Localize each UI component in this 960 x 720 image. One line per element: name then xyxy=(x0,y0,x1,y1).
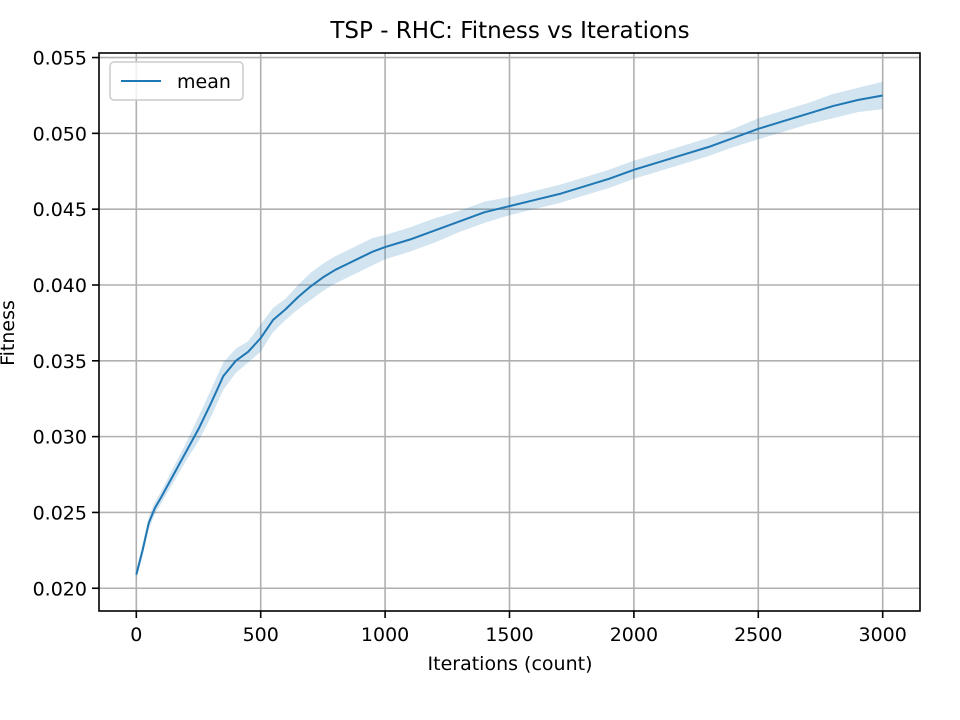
x-tick-label: 2000 xyxy=(610,624,658,646)
x-tick-label: 0 xyxy=(130,624,142,646)
x-axis-label: Iterations (count) xyxy=(428,653,593,675)
y-tick-label: 0.040 xyxy=(33,275,87,297)
y-tick-label: 0.025 xyxy=(33,502,87,524)
x-tick-label: 1500 xyxy=(485,624,533,646)
x-tick-label: 3000 xyxy=(859,624,907,646)
legend-label-mean: mean xyxy=(177,71,231,93)
y-tick-label: 0.035 xyxy=(33,351,87,373)
x-tick-label: 1000 xyxy=(361,624,409,646)
y-tick-label: 0.020 xyxy=(33,578,87,600)
x-tick-label: 2500 xyxy=(734,624,782,646)
legend: mean xyxy=(110,62,243,100)
y-tick-label: 0.045 xyxy=(33,199,87,221)
y-tick-label: 0.030 xyxy=(33,427,87,449)
x-tick-label: 500 xyxy=(243,624,279,646)
y-axis-label: Fitness xyxy=(0,300,19,366)
chart-title: TSP - RHC: Fitness vs Iterations xyxy=(329,18,689,44)
y-tick-label: 0.055 xyxy=(33,48,87,70)
y-tick-label: 0.050 xyxy=(33,123,87,145)
